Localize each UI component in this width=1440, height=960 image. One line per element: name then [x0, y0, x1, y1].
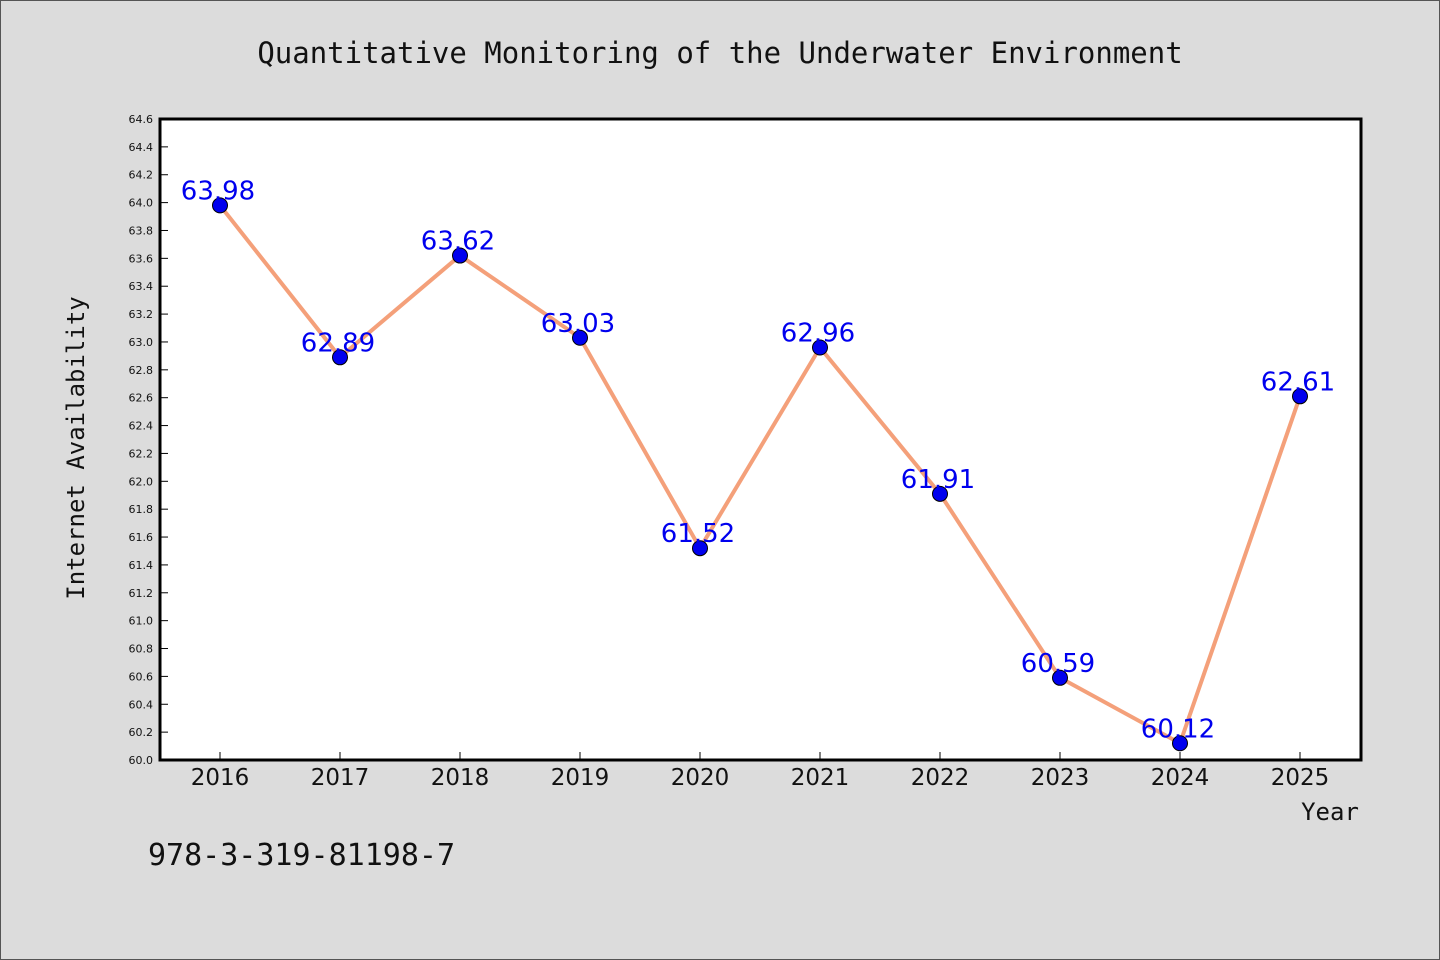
isbn-text: 978-3-319-81198-7 [148, 838, 455, 873]
x-tick-label: 2022 [911, 765, 970, 791]
y-tick-label: 61.0 [129, 615, 154, 628]
x-tick-label: 2021 [791, 765, 850, 791]
y-tick-label: 62.0 [129, 475, 154, 488]
data-label: 62.89 [301, 328, 375, 358]
y-tick-label: 61.8 [129, 503, 154, 516]
data-label: 63.62 [421, 227, 495, 257]
y-tick-label: 61.2 [129, 587, 154, 600]
y-tick-label: 64.4 [129, 141, 154, 154]
data-point [932, 485, 948, 502]
y-tick-label: 64.6 [129, 113, 154, 126]
data-label: 62.61 [1261, 367, 1335, 397]
data-labels: 63.98 62.89 63.62 63.03 61.52 62.96 61.91 60.59… [181, 176, 1335, 744]
y-tick-label: 60.8 [129, 643, 154, 656]
y-tick-label: 62.4 [129, 420, 154, 433]
y-tick-label: 63.0 [129, 336, 154, 349]
x-tick-label: 2019 [551, 765, 610, 791]
y-tick-label: 63.4 [129, 280, 154, 293]
x-tick-label: 2024 [1151, 765, 1210, 791]
data-point [692, 540, 708, 557]
y-tick-label: 63.6 [129, 252, 154, 265]
x-tick-label: 2017 [311, 765, 370, 791]
series-line-group [218, 203, 1302, 746]
y-tick-label: 61.6 [129, 531, 154, 544]
y-tick-label: 60.0 [129, 754, 154, 767]
y-tick-label: 60.2 [129, 726, 154, 739]
y-tick-label: 61.4 [129, 559, 154, 572]
y-tick-label: 60.6 [129, 670, 154, 683]
data-label: 62.96 [781, 319, 855, 349]
x-tick-label: 2020 [671, 765, 730, 791]
y-tick-label: 63.8 [129, 224, 154, 237]
y-tick-label: 62.2 [129, 447, 154, 460]
data-label: 60.59 [1021, 649, 1095, 679]
series-line [218, 203, 1302, 746]
y-tick-label: 63.2 [129, 308, 154, 321]
y-tick-label: 64.2 [129, 169, 154, 182]
chart-title: Quantitative Monitoring of the Underwate… [257, 36, 1182, 70]
plot-area [160, 119, 1361, 760]
data-markers [212, 197, 1308, 752]
data-point [572, 329, 588, 346]
data-point [452, 247, 468, 264]
data-point [1292, 388, 1308, 405]
x-tick-label: 2016 [191, 765, 250, 791]
y-tick-label: 62.8 [129, 364, 154, 377]
plot-border [158, 117, 1363, 762]
y-axis-title: Internet Availability [62, 296, 90, 599]
data-point [812, 339, 828, 356]
data-point [332, 349, 348, 366]
x-tick-label: 2025 [1271, 765, 1330, 791]
data-label: 63.03 [541, 309, 615, 339]
x-axis-ticks: 2016 2017 2018 2019 2020 2021 2022 2023 2024 2025 [191, 752, 1330, 791]
data-point [1172, 735, 1188, 752]
x-tick-label: 2023 [1031, 765, 1090, 791]
y-tick-label: 60.4 [129, 698, 154, 711]
data-point [1052, 669, 1068, 686]
data-label: 61.52 [661, 519, 735, 549]
x-tick-label: 2018 [431, 765, 490, 791]
y-tick-label: 62.6 [129, 392, 154, 405]
y-tick-label: 64.0 [129, 197, 154, 210]
data-point [212, 197, 228, 214]
data-label: 60.12 [1141, 714, 1215, 744]
x-axis-title: Year [1301, 798, 1359, 826]
data-label: 61.91 [901, 465, 975, 495]
data-label: 63.98 [181, 176, 255, 206]
